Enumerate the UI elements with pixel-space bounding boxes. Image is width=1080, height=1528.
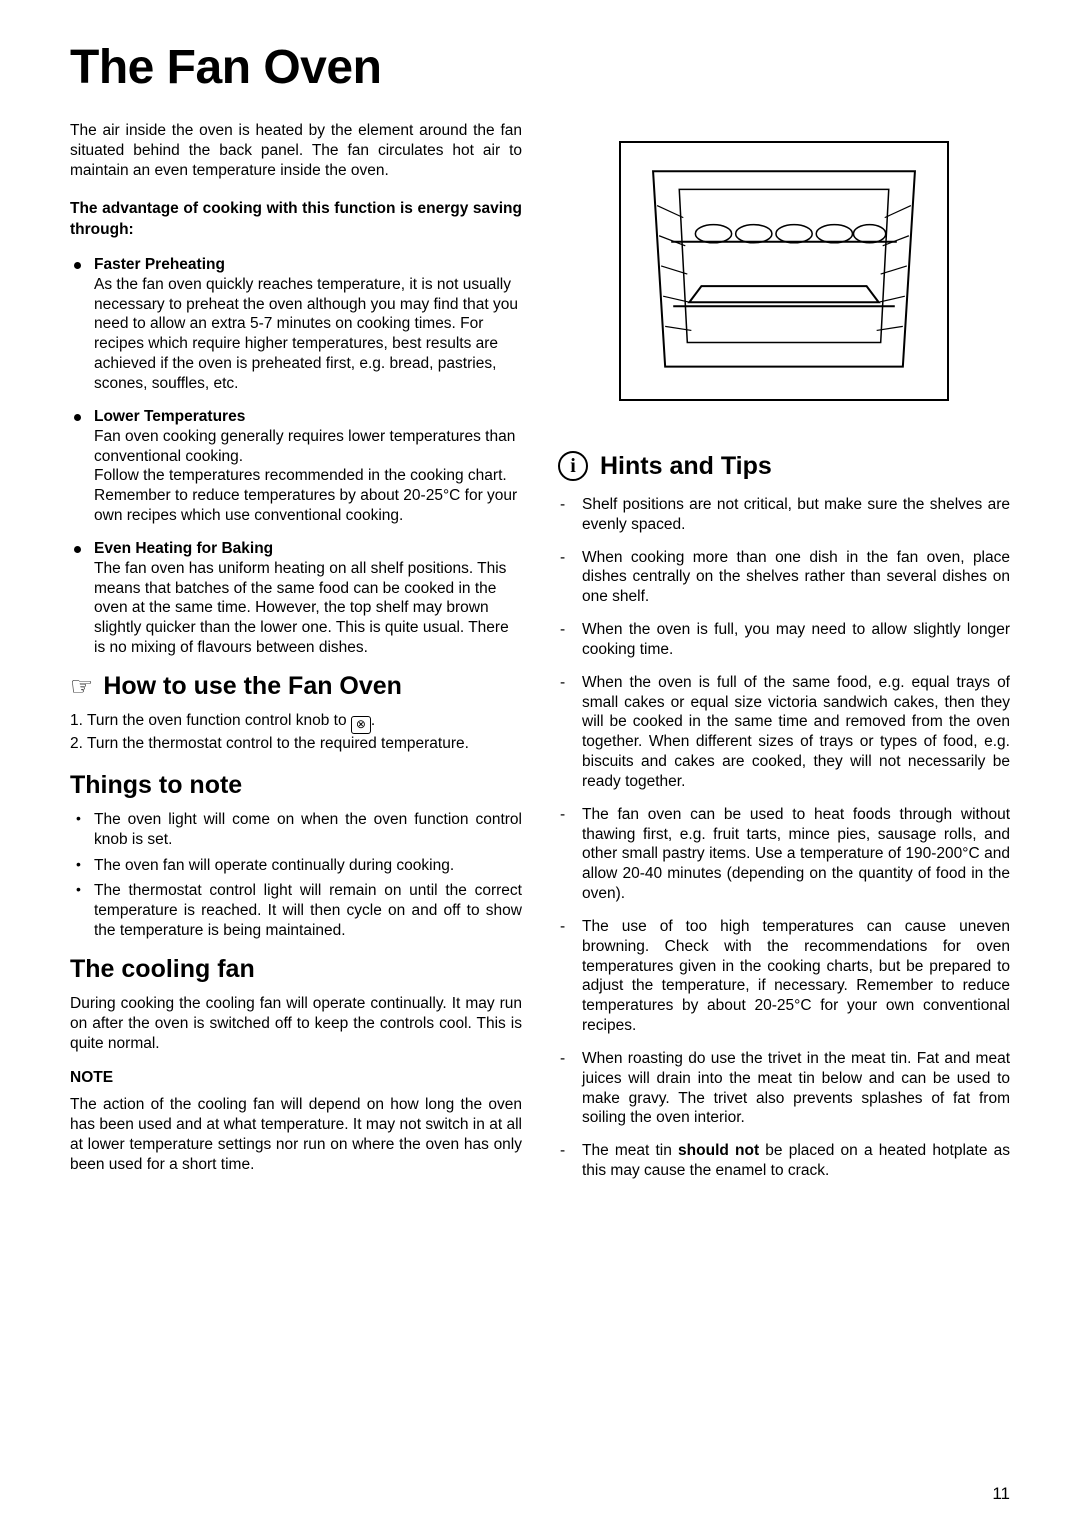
page-title: The Fan Oven — [70, 40, 1010, 95]
advantage-item: Faster Preheating As the fan oven quickl… — [70, 256, 522, 394]
step-1-text-a: 1. Turn the oven function control knob t… — [70, 712, 351, 729]
oven-diagram — [619, 141, 949, 401]
cooling-fan-body: During cooking the cooling fan will oper… — [70, 994, 522, 1053]
hand-icon: ☞ — [70, 673, 93, 699]
oven-svg — [643, 165, 925, 377]
hint-item: When the oven is full, you may need to a… — [558, 620, 1010, 660]
advantage-list: Faster Preheating As the fan oven quickl… — [70, 256, 522, 658]
advantage-item: Lower Temperatures Fan oven cooking gene… — [70, 408, 522, 526]
how-to-use-steps: 1. Turn the oven function control knob t… — [70, 711, 522, 755]
hints-list: Shelf positions are not critical, but ma… — [558, 495, 1010, 1181]
how-to-use-heading: How to use the Fan Oven — [103, 672, 402, 701]
fan-mode-icon: ⊗ — [351, 716, 371, 734]
note-body: The action of the cooling fan will depen… — [70, 1095, 522, 1174]
advantage-heading: The advantage of cooking with this funct… — [70, 199, 522, 239]
advantage-item-title: Lower Temperatures — [94, 408, 522, 426]
hint-item: The fan oven can be used to heat foods t… — [558, 805, 1010, 904]
two-column-layout: The air inside the oven is heated by the… — [70, 121, 1010, 1194]
hint-item-bold: should not — [678, 1142, 759, 1159]
things-to-note-heading: Things to note — [70, 771, 522, 800]
hints-heading: Hints and Tips — [600, 452, 772, 481]
hint-item: Shelf positions are not critical, but ma… — [558, 495, 1010, 535]
left-column: The air inside the oven is heated by the… — [70, 121, 522, 1194]
step-2-text: 2. Turn the thermostat control to the re… — [70, 735, 469, 752]
hint-item: The meat tin should not be placed on a h… — [558, 1141, 1010, 1181]
right-column: i Hints and Tips Shelf positions are not… — [558, 121, 1010, 1194]
hint-item: When roasting do use the trivet in the m… — [558, 1049, 1010, 1128]
hint-item: When cooking more than one dish in the f… — [558, 548, 1010, 607]
hint-item: When the oven is full of the same food, … — [558, 673, 1010, 792]
advantage-item-body: The fan oven has uniform heating on all … — [94, 560, 509, 656]
advantage-item-body: As the fan oven quickly reaches temperat… — [94, 276, 518, 392]
things-to-note-list: The oven light will come on when the ove… — [70, 810, 522, 941]
advantage-item: Even Heating for Baking The fan oven has… — [70, 540, 522, 658]
advantage-item-title: Faster Preheating — [94, 256, 522, 274]
note-label: NOTE — [70, 1069, 522, 1087]
info-icon: i — [558, 451, 588, 481]
cooling-fan-heading: The cooling fan — [70, 955, 522, 984]
hint-item: The use of too high temperatures can cau… — [558, 917, 1010, 1036]
how-to-use-heading-row: ☞ How to use the Fan Oven — [70, 672, 522, 701]
hint-item-pre: The meat tin — [582, 1142, 678, 1159]
advantage-item-body: Fan oven cooking generally requires lowe… — [94, 428, 517, 524]
list-item: The oven fan will operate continually du… — [70, 856, 522, 876]
list-item: The oven light will come on when the ove… — [70, 810, 522, 850]
step-1-text-b: . — [371, 712, 375, 729]
advantage-item-title: Even Heating for Baking — [94, 540, 522, 558]
intro-paragraph: The air inside the oven is heated by the… — [70, 121, 522, 181]
list-item: The thermostat control light will remain… — [70, 881, 522, 940]
hints-header: i Hints and Tips — [558, 451, 1010, 481]
page-number: 11 — [992, 1484, 1010, 1504]
